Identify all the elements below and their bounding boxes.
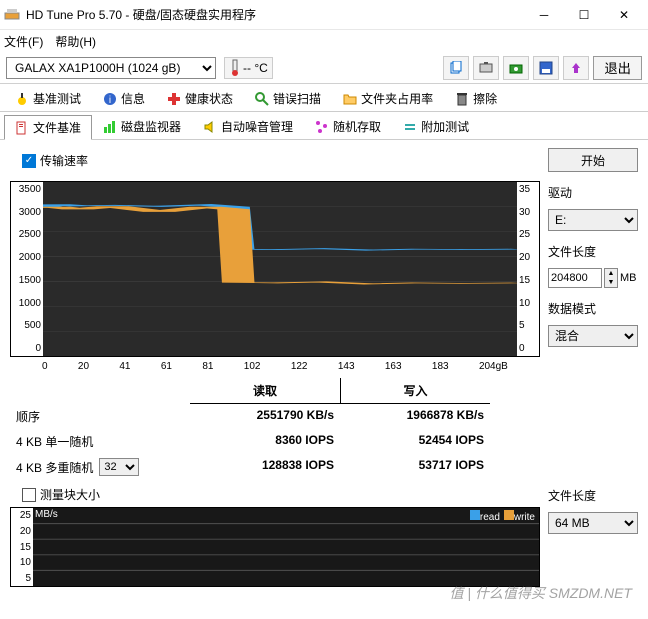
- checkbox-unchecked-icon: [22, 488, 36, 502]
- tab-erase[interactable]: 擦除: [444, 86, 508, 111]
- mode-select[interactable]: 混合: [548, 325, 638, 347]
- blocksize-checkbox[interactable]: 测量块大小: [22, 486, 540, 503]
- tab-benchmark[interactable]: 基准测试: [4, 86, 92, 111]
- tab-aam[interactable]: 自动噪音管理: [192, 114, 304, 139]
- x-axis: 020416181102122143163183204gB: [10, 361, 540, 372]
- start-button[interactable]: 开始: [548, 148, 638, 172]
- maximize-button[interactable]: ☐: [564, 1, 604, 29]
- queue-depth-select[interactable]: 32: [99, 458, 139, 476]
- filelen-label: 文件长度: [548, 243, 638, 260]
- tab-info[interactable]: i信息: [92, 86, 156, 111]
- exit-button[interactable]: 退出: [593, 56, 642, 80]
- tab-filebench[interactable]: 文件基准: [4, 115, 92, 140]
- filelen-spinner[interactable]: ▲▼ MB: [548, 268, 638, 288]
- tab-folder[interactable]: 文件夹占用率: [332, 86, 444, 111]
- content: ✓ 传输速率 MB/s ms 3500300025002000150010005…: [0, 140, 648, 595]
- camera-button[interactable]: [503, 56, 529, 80]
- table-row: 4 KB 单一随机 8360 IOPS 52454 IOPS: [10, 429, 540, 454]
- col-write: 写入: [340, 378, 490, 404]
- chart-legend: read write: [470, 510, 535, 523]
- toolbar: GALAX XA1P1000H (1024 gB) -- °C 退出: [0, 52, 648, 84]
- tab-row-2: 文件基准 磁盘监视器 自动噪音管理 随机存取 附加测试: [0, 112, 648, 140]
- svg-text:i: i: [109, 95, 111, 106]
- device-select[interactable]: GALAX XA1P1000H (1024 gB): [6, 57, 216, 79]
- mode-label: 数据模式: [548, 300, 638, 317]
- filelen2-select[interactable]: 64 MB: [548, 512, 638, 534]
- menu-file[interactable]: 文件(F): [4, 33, 43, 50]
- y-axis-left: 3500300025002000150010005000: [11, 182, 43, 356]
- side-panel: 开始 驱动 E: 文件长度 ▲▼ MB 数据模式 混合 文件长度 64 MB: [548, 148, 638, 587]
- blocksize-chart: 252015105 MB/s read write: [10, 507, 540, 587]
- load-button[interactable]: [563, 56, 589, 80]
- table-row: 顺序 2551790 KB/s 1966878 KB/s: [10, 404, 540, 429]
- tab-random[interactable]: 随机存取: [304, 114, 392, 139]
- tab-extra[interactable]: 附加测试: [392, 114, 480, 139]
- menubar: 文件(F) 帮助(H): [0, 30, 648, 52]
- drive-label: 驱动: [548, 184, 638, 201]
- titlebar: HD Tune Pro 5.70 - 硬盘/固态硬盘实用程序 ─ ☐ ✕: [0, 0, 648, 30]
- app-icon: [4, 7, 20, 23]
- copy-button[interactable]: [443, 56, 469, 80]
- save-button[interactable]: [533, 56, 559, 80]
- watermark: 值 | 什么值得买 SMZDM.NET: [449, 583, 632, 603]
- plot-area: [43, 182, 517, 356]
- temperature: -- °C: [224, 57, 273, 79]
- col-read: 读取: [190, 378, 340, 404]
- checkbox-checked-icon: ✓: [22, 154, 36, 168]
- table-row: 4 KB 多重随机 32 128838 IOPS 53717 IOPS: [10, 454, 540, 480]
- y-axis-right: 35302520151050: [517, 182, 539, 356]
- tab-health[interactable]: 健康状态: [156, 86, 244, 111]
- tab-diskmon[interactable]: 磁盘监视器: [92, 114, 192, 139]
- minimize-button[interactable]: ─: [524, 1, 564, 29]
- filelen2-label: 文件长度: [548, 487, 638, 504]
- drive-select[interactable]: E:: [548, 209, 638, 231]
- tab-row-1: 基准测试 i信息 健康状态 错误扫描 文件夹占用率 擦除: [0, 84, 648, 112]
- window-title: HD Tune Pro 5.70 - 硬盘/固态硬盘实用程序: [26, 6, 524, 23]
- thermometer-icon: [229, 59, 241, 77]
- tab-errorscan[interactable]: 错误扫描: [244, 86, 332, 111]
- spin-up-icon[interactable]: ▲: [605, 269, 617, 278]
- transfer-checkbox[interactable]: ✓ 传输速率: [22, 152, 540, 169]
- screenshot-button[interactable]: [473, 56, 499, 80]
- results-table: 读取 写入 顺序 2551790 KB/s 1966878 KB/s 4 KB …: [10, 378, 540, 480]
- menu-help[interactable]: 帮助(H): [55, 33, 96, 50]
- transfer-chart: 3500300025002000150010005000 35302520151…: [10, 181, 540, 357]
- spin-down-icon[interactable]: ▼: [605, 278, 617, 287]
- close-button[interactable]: ✕: [604, 1, 644, 29]
